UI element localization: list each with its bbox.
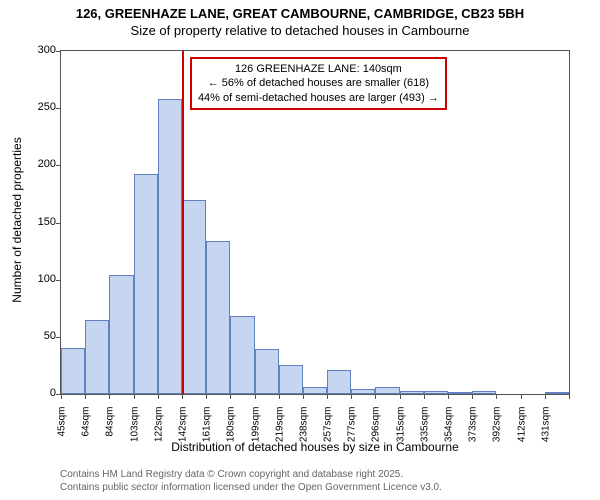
x-tick (472, 394, 473, 399)
histogram-bar (230, 316, 254, 394)
histogram-bar (61, 348, 85, 394)
x-tick (521, 394, 522, 399)
x-tick (61, 394, 62, 399)
x-tick-label: 122sqm (153, 407, 164, 447)
x-tick (424, 394, 425, 399)
y-tick (56, 223, 61, 224)
x-tick-label: 180sqm (226, 407, 237, 447)
x-tick-label: 277sqm (347, 407, 358, 447)
x-tick-label: 219sqm (274, 407, 285, 447)
histogram-bar (134, 174, 158, 394)
x-tick-label: 412sqm (516, 407, 527, 447)
x-tick-label: 84sqm (105, 407, 116, 447)
histogram-bar (375, 387, 399, 394)
y-tick-label: 0 (50, 387, 56, 399)
y-tick-label: 200 (38, 158, 56, 170)
histogram-bar (303, 387, 327, 394)
x-tick (182, 394, 183, 399)
x-tick-label: 257sqm (323, 407, 334, 447)
chart-title-line1: 126, GREENHAZE LANE, GREAT CAMBOURNE, CA… (0, 0, 600, 23)
x-tick-label: 392sqm (492, 407, 503, 447)
histogram-bar (351, 389, 375, 394)
x-tick (255, 394, 256, 399)
x-tick-label: 161sqm (202, 407, 213, 447)
histogram-bar (448, 392, 472, 394)
y-tick-label: 150 (38, 216, 56, 228)
chart-title-line2: Size of property relative to detached ho… (0, 23, 600, 40)
x-tick-label: 315sqm (395, 407, 406, 447)
y-tick-label: 300 (38, 44, 56, 56)
y-tick (56, 108, 61, 109)
footer-line2: Contains public sector information licen… (60, 481, 442, 494)
annotation-line2: ← 56% of detached houses are smaller (61… (198, 76, 439, 90)
y-tick-label: 250 (38, 101, 56, 113)
x-tick (327, 394, 328, 399)
histogram-bar (85, 320, 109, 394)
histogram-bar (158, 99, 182, 394)
histogram-bar (279, 365, 303, 394)
marker-line (182, 51, 184, 394)
y-tick-label: 100 (38, 273, 56, 285)
histogram-bar (472, 391, 496, 394)
histogram-bar (182, 200, 206, 394)
footer-attribution: Contains HM Land Registry data © Crown c… (60, 468, 442, 494)
x-tick (279, 394, 280, 399)
x-tick (351, 394, 352, 399)
chart-container: 126, GREENHAZE LANE, GREAT CAMBOURNE, CA… (0, 0, 600, 500)
x-tick-label: 238sqm (298, 407, 309, 447)
plot-area: 126 GREENHAZE LANE: 140sqm← 56% of detac… (60, 50, 570, 395)
x-tick-label: 335sqm (419, 407, 430, 447)
x-tick-label: 296sqm (371, 407, 382, 447)
histogram-bar (545, 392, 569, 394)
x-tick (85, 394, 86, 399)
x-tick (545, 394, 546, 399)
x-tick (109, 394, 110, 399)
x-tick (375, 394, 376, 399)
histogram-bar (206, 241, 230, 394)
histogram-bar (327, 370, 351, 394)
x-tick-label: 431sqm (540, 407, 551, 447)
x-tick-label: 199sqm (250, 407, 261, 447)
x-tick (230, 394, 231, 399)
annotation-box: 126 GREENHAZE LANE: 140sqm← 56% of detac… (190, 57, 447, 110)
x-tick-label: 354sqm (444, 407, 455, 447)
x-tick (134, 394, 135, 399)
x-tick-label: 64sqm (81, 407, 92, 447)
annotation-line1: 126 GREENHAZE LANE: 140sqm (198, 62, 439, 76)
y-axis-label: Number of detached properties (10, 137, 24, 302)
y-tick (56, 165, 61, 166)
x-tick (448, 394, 449, 399)
y-tick (56, 51, 61, 52)
x-tick (496, 394, 497, 399)
histogram-bar (109, 275, 133, 394)
y-tick (56, 280, 61, 281)
x-tick (400, 394, 401, 399)
footer-line1: Contains HM Land Registry data © Crown c… (60, 468, 442, 481)
y-tick-label: 50 (44, 330, 56, 342)
x-tick (303, 394, 304, 399)
x-tick-label: 103sqm (129, 407, 140, 447)
x-tick-label: 45sqm (57, 407, 68, 447)
y-tick (56, 337, 61, 338)
histogram-bar (255, 349, 279, 394)
histogram-bar (424, 391, 448, 394)
x-tick-label: 373sqm (468, 407, 479, 447)
x-tick (569, 394, 570, 399)
histogram-bar (400, 391, 424, 394)
annotation-line3: 44% of semi-detached houses are larger (… (198, 91, 439, 105)
x-tick (158, 394, 159, 399)
x-tick-label: 142sqm (177, 407, 188, 447)
x-tick (206, 394, 207, 399)
